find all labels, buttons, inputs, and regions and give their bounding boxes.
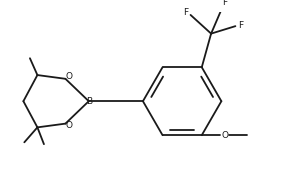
- Text: F: F: [183, 8, 189, 17]
- Text: O: O: [66, 72, 73, 81]
- Text: B: B: [86, 97, 92, 106]
- Text: F: F: [223, 0, 228, 7]
- Text: O: O: [66, 121, 73, 130]
- Text: F: F: [239, 21, 244, 30]
- Text: O: O: [222, 131, 229, 140]
